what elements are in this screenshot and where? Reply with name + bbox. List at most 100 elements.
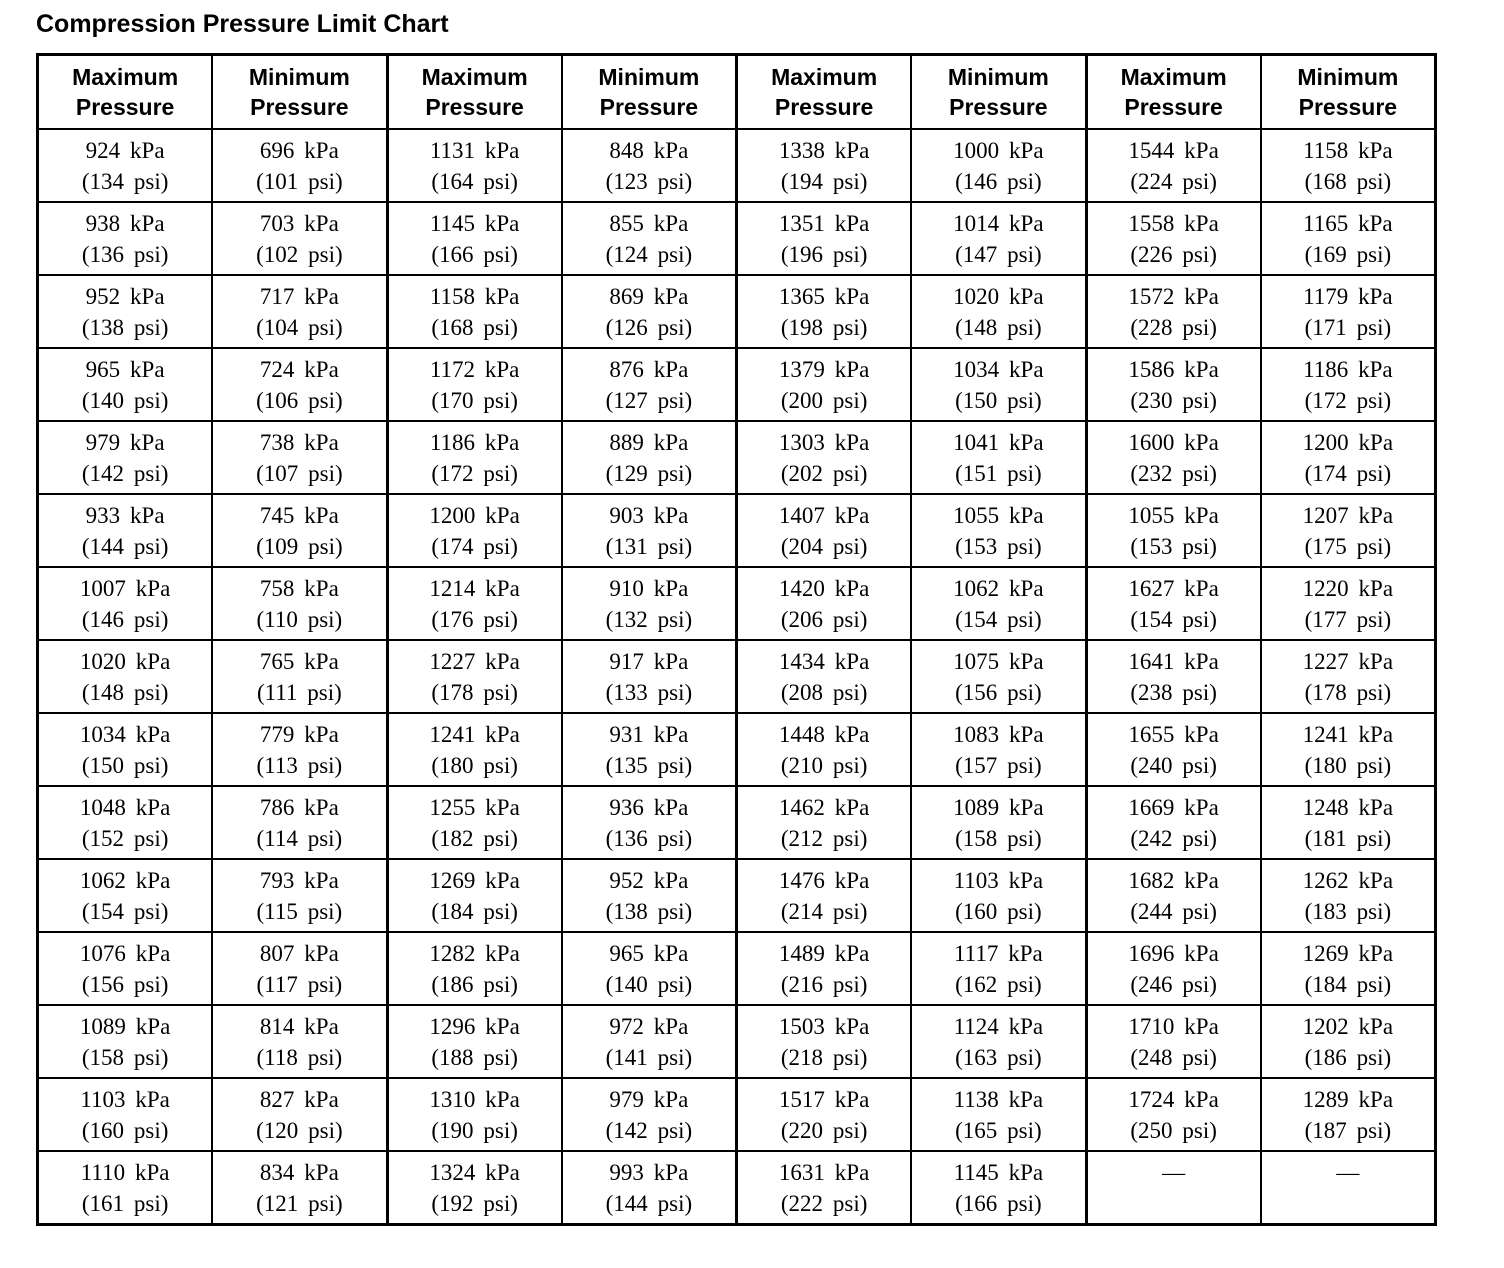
pressure-cell: 933 kPa (144 psi) (36, 493, 214, 568)
kpa-value: 1248 kPa (1302, 794, 1394, 820)
kpa-value: 876 kPa (609, 356, 689, 382)
kpa-value: 1007 kPa (79, 575, 171, 601)
pressure-cell: 779 kPa (113 psi) (211, 712, 388, 787)
table-row: 1034 kPa (150 psi) 779 kPa (113 psi) 1241 kP… (36, 712, 1437, 787)
kpa-value: 724 kPa (259, 356, 339, 382)
kpa-value: 717 kPa (259, 283, 339, 309)
psi-value: (238 psi) (1130, 679, 1217, 705)
pressure-cell: 1007 kPa (146 psi) (36, 566, 214, 641)
pressure-cell: 1572 kPa (228 psi) (1084, 274, 1262, 349)
pressure-cell: 1600 kPa (232 psi) (1084, 420, 1262, 495)
pressure-cell: 738 kPa (107 psi) (211, 420, 388, 495)
kpa-value: 1158 kPa (429, 283, 520, 309)
kpa-value: 1034 kPa (79, 721, 171, 747)
kpa-value: 1724 kPa (1128, 1086, 1219, 1112)
kpa-value: 910 kPa (609, 575, 689, 601)
pressure-cell: 1214 kPa (176 psi) (385, 566, 563, 641)
pressure-cell: 1631 kPa (222 psi) (735, 1150, 913, 1226)
psi-value: (142 psi) (81, 460, 169, 486)
psi-value: (208 psi) (780, 679, 868, 705)
pressure-cell: 1544 kPa (224 psi) (1084, 128, 1262, 203)
kpa-value: 1420 kPa (778, 575, 870, 601)
psi-value: (171 psi) (1304, 314, 1392, 340)
pressure-cell: 938 kPa (136 psi) (36, 201, 214, 276)
kpa-value: 1179 kPa (1303, 283, 1393, 309)
psi-value: (154 psi) (81, 898, 169, 924)
pressure-cell: 1724 kPa (250 psi) (1084, 1077, 1262, 1152)
kpa-value: 1631 kPa (778, 1159, 870, 1185)
psi-value: (176 psi) (431, 606, 518, 632)
kpa-value: 1324 kPa (429, 1159, 520, 1185)
pressure-cell: 1062 kPa (154 psi) (910, 566, 1087, 641)
pressure-cell: 1303 kPa (202 psi) (735, 420, 913, 495)
pressure-cell: 1338 kPa (194 psi) (735, 128, 913, 203)
psi-value: (156 psi) (81, 971, 169, 997)
kpa-value: 758 kPa (259, 575, 339, 601)
kpa-value: 979 kPa (609, 1086, 689, 1112)
header-row: Maximum Pressure Minimum Pressure Maximum … (36, 53, 1437, 130)
pressure-cell: 1269 kPa (184 psi) (1259, 931, 1437, 1006)
psi-value: (115 psi) (256, 898, 343, 924)
pressure-cell: 1110 kPa (161 psi) (36, 1150, 214, 1226)
psi-value: (242 psi) (1130, 825, 1217, 851)
pressure-cell: 1655 kPa (240 psi) (1084, 712, 1262, 787)
pressure-cell: 952 kPa (138 psi) (560, 858, 738, 933)
psi-value: (246 psi) (1130, 971, 1217, 997)
kpa-value: 765 kPa (259, 648, 339, 674)
pressure-cell: 1696 kPa (246 psi) (1084, 931, 1262, 1006)
psi-value: (224 psi) (1130, 168, 1217, 194)
psi-value: (146 psi) (81, 606, 169, 632)
psi-value: (194 psi) (780, 168, 868, 194)
psi-value: (178 psi) (431, 679, 518, 705)
psi-value: (222 psi) (780, 1190, 868, 1216)
kpa-value: 965 kPa (609, 940, 689, 966)
psi-value: (160 psi) (955, 898, 1042, 924)
pressure-cell: 1641 kPa (238 psi) (1084, 639, 1262, 714)
pressure-cell: 917 kPa (133 psi) (560, 639, 738, 714)
kpa-value: 1241 kPa (429, 721, 520, 747)
pressure-cell: 1055 kPa (153 psi) (910, 493, 1087, 568)
kpa-value: 1586 kPa (1128, 356, 1219, 382)
table-row: 1007 kPa (146 psi) 758 kPa (110 psi) 1214 kP… (36, 566, 1437, 641)
kpa-value: 1186 kPa (1303, 356, 1393, 382)
kpa-value: 738 kPa (259, 429, 339, 455)
kpa-value: 1138 kPa (953, 1086, 1044, 1112)
psi-value: (102 psi) (256, 241, 343, 267)
kpa-value: 1200 kPa (429, 502, 520, 528)
kpa-value: 1076 kPa (79, 940, 171, 966)
column-header: Maximum Pressure (385, 53, 563, 130)
kpa-value: 1000 kPa (953, 137, 1044, 163)
pressure-cell: 848 kPa (123 psi) (560, 128, 738, 203)
psi-value: (230 psi) (1130, 387, 1217, 413)
pressure-cell: 1014 kPa (147 psi) (910, 201, 1087, 276)
column-header: Minimum Pressure (910, 53, 1087, 130)
psi-value: (117 psi) (256, 971, 343, 997)
pressure-cell: 903 kPa (131 psi) (560, 493, 738, 568)
psi-value: (121 psi) (256, 1190, 343, 1216)
psi-value: (124 psi) (605, 241, 693, 267)
pressure-cell: 1558 kPa (226 psi) (1084, 201, 1262, 276)
psi-value: (200 psi) (780, 387, 868, 413)
pressure-cell: 786 kPa (114 psi) (211, 785, 388, 860)
kpa-value: 1062 kPa (79, 867, 171, 893)
pressure-cell: 1227 kPa (178 psi) (385, 639, 563, 714)
kpa-value: 1200 kPa (1302, 429, 1394, 455)
pressure-cell: — (1084, 1150, 1262, 1226)
kpa-value: 1476 kPa (778, 867, 870, 893)
psi-value: (184 psi) (431, 898, 518, 924)
psi-value: (174 psi) (1304, 460, 1392, 486)
pressure-cell: 1627 kPa (154 psi) (1084, 566, 1262, 641)
psi-value: (138 psi) (605, 898, 693, 924)
kpa-value: 1310 kPa (429, 1086, 520, 1112)
kpa-value: 1669 kPa (1128, 794, 1219, 820)
psi-value: (228 psi) (1130, 314, 1217, 340)
kpa-value: 1303 kPa (778, 429, 870, 455)
kpa-value: 1434 kPa (778, 648, 870, 674)
kpa-value: 1269 kPa (429, 867, 520, 893)
pressure-cell: 758 kPa (110 psi) (211, 566, 388, 641)
pressure-cell: 1248 kPa (181 psi) (1259, 785, 1437, 860)
psi-value: (144 psi) (81, 533, 169, 559)
psi-value: (141 psi) (605, 1044, 693, 1070)
table-row: 924 kPa (134 psi) 696 kPa (101 psi) 1131 kPa… (36, 128, 1437, 203)
pressure-cell: 1207 kPa (175 psi) (1259, 493, 1437, 568)
